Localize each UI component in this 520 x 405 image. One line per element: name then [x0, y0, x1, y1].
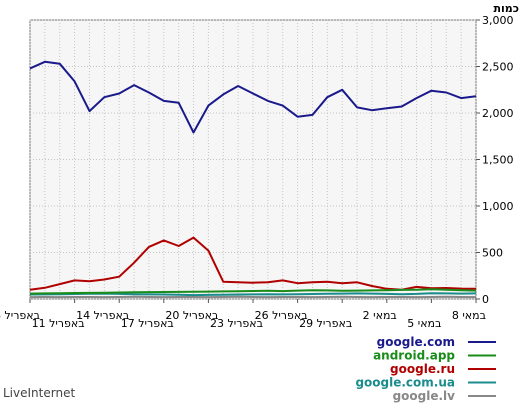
legend-label: android.app — [373, 349, 455, 363]
y-tick-label: 2,500 — [482, 61, 514, 74]
y-tick-label: 1,500 — [482, 154, 514, 167]
x-tick-label: 29 באפריל — [299, 317, 352, 330]
x-tick-label: 26 באפריל — [255, 309, 308, 322]
legend-label: google.lv — [393, 389, 456, 403]
legend-label: google.com — [377, 335, 455, 349]
x-tick-label: 17 באפריל — [121, 317, 174, 330]
x-tick-label: 5 במאי — [407, 317, 441, 330]
x-tick-label: 8 במאי — [452, 309, 486, 322]
legend-label: google.com.ua — [355, 376, 455, 390]
y-tick-label: 3,000 — [482, 14, 514, 27]
y-axis: 0 500 1,000 1,500 2,000 2,500 3,000 — [476, 14, 514, 306]
y-tick-label: 500 — [482, 247, 503, 260]
y-axis-label: כמות — [494, 2, 519, 15]
y-tick-label: 0 — [482, 293, 489, 306]
x-tick-label: 8 באפריל — [0, 309, 40, 322]
x-tick-label: 20 באפריל — [165, 309, 218, 322]
x-tick-label: 14 באפריל — [76, 309, 129, 322]
y-tick-label: 1,000 — [482, 200, 514, 213]
x-tick-label: 2 במאי — [363, 309, 397, 322]
series-line-android-app — [29, 288, 477, 295]
series-line-google-com — [29, 60, 477, 134]
x-tick-label: 23 באפריל — [210, 317, 263, 330]
x-tick-label: 11 באפריל — [32, 317, 85, 330]
legend: google.comandroid.appgoogle.rugoogle.com… — [355, 335, 496, 403]
series-lines — [29, 60, 477, 299]
brand-text: LiveInternet — [3, 386, 76, 400]
legend-label: google.ru — [390, 362, 455, 376]
y-tick-label: 2,000 — [482, 107, 514, 120]
